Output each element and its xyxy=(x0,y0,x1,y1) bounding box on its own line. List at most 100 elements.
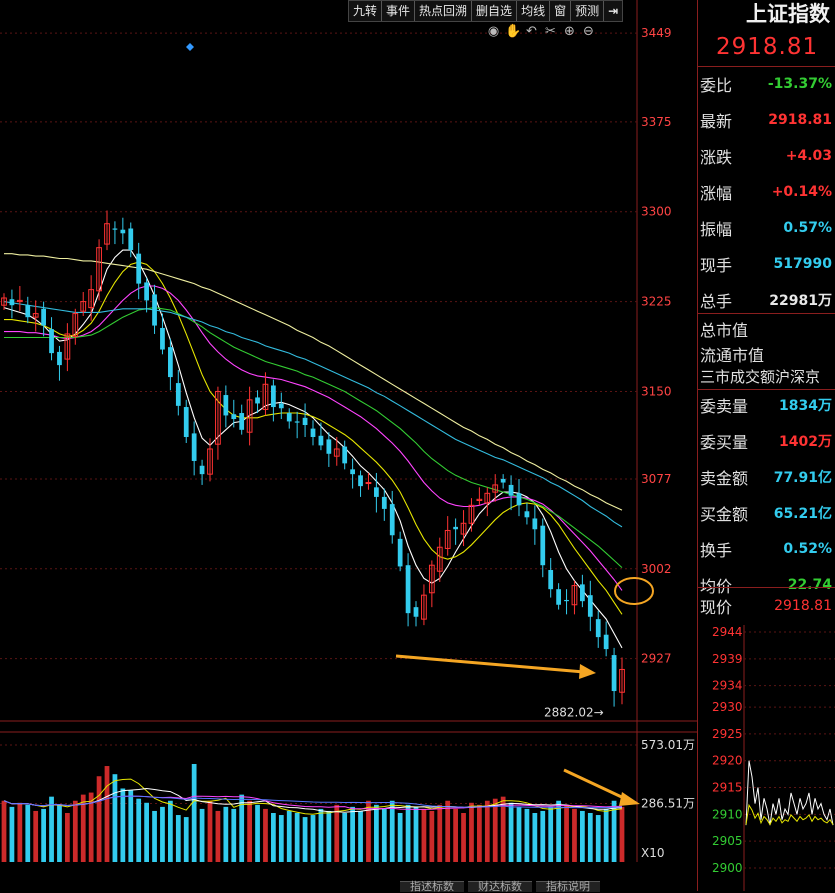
highlight-circle xyxy=(614,577,654,605)
candle-body-up xyxy=(484,492,491,504)
volume-ma-lines xyxy=(3,768,640,815)
toolbar-window-button[interactable]: 窗 xyxy=(550,1,572,21)
toolbar-remove-watchlist-button[interactable]: 删自选 xyxy=(472,1,518,21)
tab-indicator-1[interactable]: 财达标数 xyxy=(468,881,532,892)
candle-body-down xyxy=(453,526,458,530)
chart-tools: ◉ ✋ ↶ ✂ ⊕ ⊖ xyxy=(486,24,596,39)
candle-body-down xyxy=(223,395,229,416)
trend-arrow-shaft xyxy=(395,654,585,674)
moving-average-line xyxy=(3,249,623,649)
exit-icon[interactable]: ⇥ xyxy=(608,4,619,18)
volume-bar xyxy=(500,796,506,862)
quote-value: 0.52% xyxy=(783,541,832,557)
kline-chart[interactable]: 3449 3375 3300 3225 3150 3077 3002 2927 573.01万… xyxy=(0,0,697,891)
undo-icon[interactable]: ↶ xyxy=(526,24,537,39)
total-market-cap-label: 总市值 xyxy=(700,321,749,340)
volume-bar xyxy=(72,800,78,862)
event-marker-icon[interactable] xyxy=(186,43,194,51)
quote-label: 委买量 xyxy=(700,433,749,452)
toolbar-forecast-button[interactable]: 预测 xyxy=(571,1,605,21)
volume-bar xyxy=(152,810,157,862)
volume-bar xyxy=(271,812,276,862)
scissors-icon[interactable]: ✂ xyxy=(545,24,556,39)
candle-body-down xyxy=(580,584,585,602)
volume-bar xyxy=(247,800,252,862)
separator xyxy=(698,389,835,390)
zoom-out-icon[interactable]: ⊖ xyxy=(583,24,594,39)
candlesticks xyxy=(1,210,625,707)
tab-indicator-2[interactable]: 指标说明 xyxy=(536,881,600,892)
volume-bar xyxy=(128,790,134,862)
candle-body-up xyxy=(421,594,427,620)
toolbar-events-button[interactable]: 事件 xyxy=(382,1,416,21)
mini-tick-label: 2910 xyxy=(712,807,743,821)
price-tick-label: 3375 xyxy=(641,115,672,129)
volume-bar xyxy=(477,804,482,862)
candle-body-down xyxy=(508,484,514,496)
candle-body-down xyxy=(564,599,569,602)
separator xyxy=(698,66,835,67)
candle-body-down xyxy=(57,351,62,366)
separator xyxy=(698,313,835,314)
volume-bar xyxy=(65,812,70,862)
volume-bar xyxy=(183,817,189,862)
volume-bar xyxy=(191,763,197,862)
candle-body-up xyxy=(80,301,87,312)
volume-bar xyxy=(96,776,102,862)
toolbar-hotspot-button[interactable]: 热点回溯 xyxy=(415,1,473,21)
volume-bar xyxy=(334,804,340,862)
toolbar-ma-button[interactable]: 均线 xyxy=(517,1,551,21)
candle-body-down xyxy=(199,465,205,475)
volume-bar xyxy=(199,808,205,862)
volume-bar xyxy=(33,810,39,862)
volume-bar xyxy=(484,800,490,862)
volume-bar xyxy=(207,800,213,862)
candle-body-down xyxy=(310,428,316,437)
volume-bar xyxy=(80,794,86,862)
volume-bar xyxy=(9,806,15,862)
candle-body-down xyxy=(556,589,561,605)
candle-body-down xyxy=(548,570,554,590)
volume-bar xyxy=(437,804,443,862)
toolbar-jiuzhuan-button[interactable]: 九转 xyxy=(349,1,383,21)
candle-body-down xyxy=(389,504,395,536)
candle-body-down xyxy=(41,308,46,326)
volume-bar xyxy=(358,810,363,862)
tab-indicator-0[interactable]: 指述标数 xyxy=(400,881,464,892)
volume-bar xyxy=(310,815,316,862)
candle-body-up xyxy=(72,313,79,337)
quote-label: 卖金额 xyxy=(700,469,749,488)
chart-panel: 3449 3375 3300 3225 3150 3077 3002 2927 573.01万… xyxy=(0,0,697,892)
candle-body-down xyxy=(397,538,403,567)
volume-ma-line xyxy=(3,787,623,813)
volume-bar xyxy=(239,794,245,862)
volume-bar xyxy=(41,808,46,862)
candle-body-down xyxy=(9,299,15,306)
volume-bar xyxy=(429,810,435,862)
index-price: 2918.81 xyxy=(716,34,819,60)
quote-label: 振幅 xyxy=(700,220,733,239)
intraday-mini-chart[interactable]: 2944 2939 2934 2930 2925 2920 2915 2910 2905 2900 xyxy=(698,625,835,891)
volume-bar xyxy=(595,815,601,862)
candle-body-down xyxy=(516,493,522,506)
candle-body-up xyxy=(333,448,340,457)
volume-bar xyxy=(611,800,617,862)
candle-body-up xyxy=(246,399,253,433)
quote-row: 换手 0.52% xyxy=(698,531,835,567)
quote-row: 最新 2918.81 xyxy=(698,102,835,138)
quote-row: 委买量 1402万 xyxy=(698,423,835,459)
index-name: 上证指数 xyxy=(746,1,830,26)
trend-arrow-head xyxy=(579,664,596,679)
quote-value: 0.57% xyxy=(783,220,832,236)
candle-body-down xyxy=(278,403,284,409)
volume-bar xyxy=(136,798,142,862)
candle-body-down xyxy=(342,446,348,464)
zoom-in-icon[interactable]: ⊕ xyxy=(564,24,575,39)
candle-body-down xyxy=(271,385,276,408)
volume-bar xyxy=(381,808,387,862)
hand-icon[interactable]: ✋ xyxy=(505,24,522,39)
float-market-cap-label: 流通市值 xyxy=(700,346,765,365)
volume-bar xyxy=(255,804,260,862)
eye-icon[interactable]: ◉ xyxy=(487,24,500,39)
quote-label: 买金额 xyxy=(700,505,749,524)
